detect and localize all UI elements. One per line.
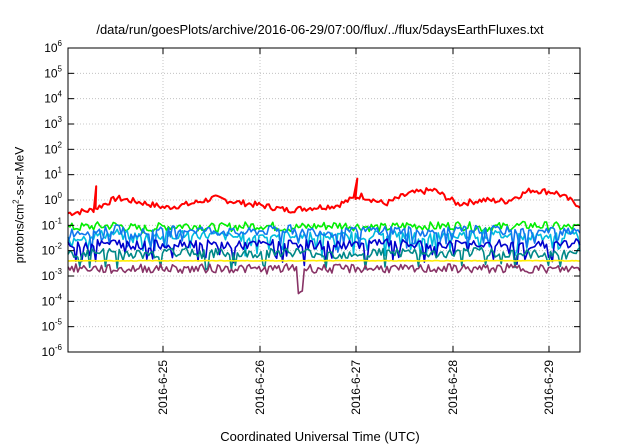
y-tick-label: 106: [44, 39, 62, 55]
series-line: [67, 220, 581, 234]
series-line: [67, 262, 581, 295]
series-line: [67, 224, 581, 254]
series-line: [68, 259, 581, 262]
y-tick-label: 100: [44, 191, 62, 207]
y-tick-label: 10-6: [42, 343, 63, 359]
series-line: [67, 246, 581, 271]
y-tick-label: 101: [44, 166, 62, 182]
series-line: [67, 177, 581, 217]
x-tick-label: 2016-6-27: [349, 360, 363, 415]
x-tick-label: 2016-6-25: [156, 360, 170, 415]
y-tick-label: 10-3: [42, 267, 63, 283]
y-tick-label: 103: [44, 115, 62, 131]
chart-title: /data/run/goesPlots/archive/2016-06-29/0…: [96, 22, 544, 37]
y-tick-label: 102: [44, 140, 62, 156]
x-axis-label: Coordinated Universal Time (UTC): [220, 429, 420, 444]
x-tick-label: 2016-6-26: [253, 360, 267, 415]
y-tick-label: 10-4: [42, 292, 63, 308]
y-tick-label: 104: [44, 90, 62, 106]
y-tick-label: 10-2: [42, 242, 63, 258]
x-tick-label: 2016-6-29: [542, 360, 556, 415]
y-tick-label: 10-1: [42, 216, 63, 232]
x-tick-label: 2016-6-28: [446, 360, 460, 415]
y-tick-label: 105: [44, 64, 62, 80]
y-tick-label: 10-5: [42, 318, 63, 334]
